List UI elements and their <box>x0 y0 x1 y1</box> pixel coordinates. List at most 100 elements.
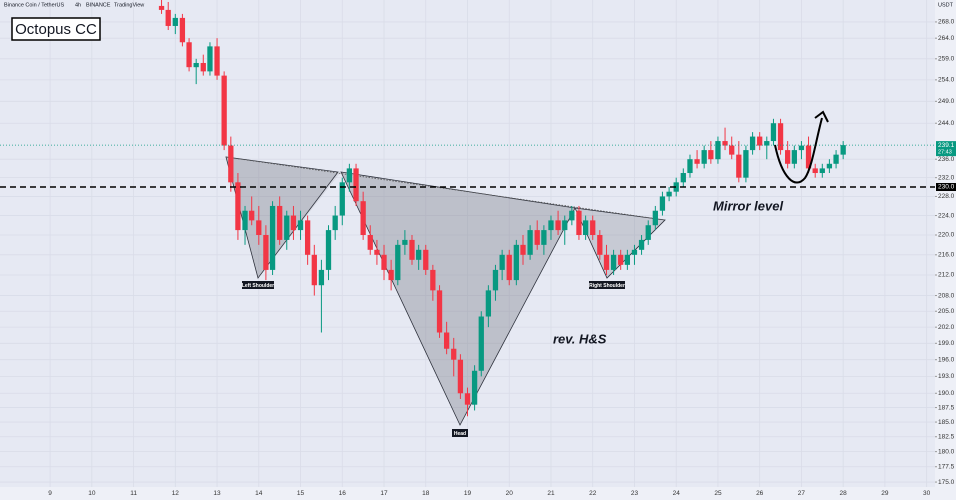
candle-body <box>339 182 345 216</box>
candle-body <box>673 182 679 192</box>
right-shoulder-label: Right Shoulder <box>589 283 625 289</box>
candle-body <box>701 150 707 164</box>
candle-body <box>269 205 276 270</box>
candle-body <box>638 239 645 250</box>
candle-body <box>451 348 457 360</box>
time-axis <box>0 487 956 500</box>
y-tick-label: 182.5 <box>938 433 955 440</box>
overlay: 230.0 239.127:43 <box>0 141 956 192</box>
candle-body <box>715 141 721 160</box>
candle-body <box>228 145 234 183</box>
candle-body <box>360 201 366 235</box>
title-box <box>11 17 101 41</box>
candle-body <box>402 239 408 245</box>
candle-body <box>520 244 526 255</box>
right-shoulder-shape <box>574 207 666 279</box>
candle-body <box>749 136 756 151</box>
source: TradingView <box>114 2 144 8</box>
y-tick-label: 177.5 <box>938 463 955 470</box>
candle-body <box>513 244 519 281</box>
candle-body <box>256 220 262 235</box>
x-tick-label: 26 <box>756 490 764 497</box>
x-tick-label: 9 <box>48 490 52 497</box>
candle-body <box>541 230 547 245</box>
candle-body <box>471 370 478 405</box>
candle-body <box>395 244 401 281</box>
candle-body <box>478 316 484 371</box>
candle-body <box>416 249 422 260</box>
candle-body <box>590 220 596 235</box>
y-tick-label: 193.0 <box>938 373 955 380</box>
candle-body <box>805 145 812 169</box>
candle-body <box>743 150 749 178</box>
candles <box>158 0 846 417</box>
interval: 4h <box>75 2 81 8</box>
candle-body <box>562 220 568 231</box>
candle-body <box>325 230 332 270</box>
candle-body <box>680 173 686 183</box>
candle-body <box>311 254 317 286</box>
candle-body <box>694 159 700 164</box>
x-tick-label: 16 <box>339 490 347 497</box>
candle-body <box>708 150 714 160</box>
x-tick-label: 27 <box>798 490 806 497</box>
candle-body <box>457 359 464 394</box>
y-tick-label: 199.0 <box>938 340 955 347</box>
candle-body <box>381 254 387 270</box>
head-label: Head <box>454 431 466 437</box>
pattern-label: rev. H&S <box>553 331 607 346</box>
candle-body <box>242 210 248 231</box>
grid <box>0 0 935 487</box>
candle-body <box>214 46 220 76</box>
y-tick-label: 264.0 <box>938 35 955 42</box>
right-shoulder-tag <box>589 281 625 289</box>
candle-body <box>207 46 213 72</box>
candle-body <box>826 163 833 169</box>
mirror-tag <box>936 183 956 192</box>
candle-body <box>736 154 742 178</box>
candle-body <box>652 210 658 226</box>
y-tick-label: 224.0 <box>938 212 955 219</box>
candle-body <box>666 191 672 197</box>
last-price-value: 239.1 <box>938 142 955 149</box>
neckline <box>225 156 666 221</box>
chart-title: Octopus CC <box>15 21 97 38</box>
candle-body <box>346 168 353 183</box>
candle-body <box>353 168 359 202</box>
candle-body <box>659 196 666 211</box>
candle-body <box>798 145 805 151</box>
candle-body <box>388 269 394 281</box>
head-tag <box>452 429 468 437</box>
candle-body <box>840 145 846 155</box>
x-tick-label: 18 <box>422 490 430 497</box>
candle-body <box>597 234 603 255</box>
candle-body <box>631 249 638 255</box>
candle-body <box>555 220 561 231</box>
candle-body <box>409 239 415 260</box>
x-tick-label: 10 <box>88 490 96 497</box>
y-tick-label: 232.0 <box>938 174 955 181</box>
candle-body <box>624 254 631 265</box>
candle-body <box>249 210 255 221</box>
candle-body <box>610 254 617 270</box>
candle-body <box>618 254 624 265</box>
candle-body <box>374 249 380 255</box>
x-tick-label: 12 <box>172 490 180 497</box>
candle-body <box>179 17 186 43</box>
candle-body <box>443 332 450 349</box>
y-tick-label: 175.0 <box>938 479 955 486</box>
y-tick-label: 244.0 <box>938 120 955 127</box>
y-tick-label: 196.0 <box>938 356 955 363</box>
candle-body <box>603 254 610 270</box>
candle-body <box>235 182 241 231</box>
x-tick-label: 14 <box>255 490 263 497</box>
left-shoulder-label: Left Shoulder <box>242 283 274 289</box>
candle-body <box>284 215 290 240</box>
x-tick-label: 17 <box>380 490 388 497</box>
candle-body <box>436 290 443 333</box>
x-tick-label: 29 <box>881 490 889 497</box>
candle-body <box>833 154 839 164</box>
